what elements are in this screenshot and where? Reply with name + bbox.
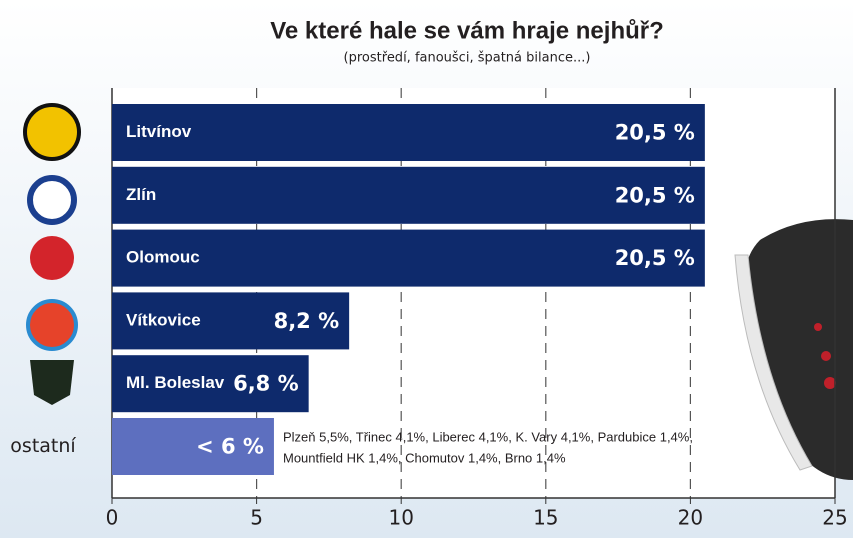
category-label: Ml. Boleslav (126, 373, 225, 392)
bar (112, 166, 705, 224)
team-logos (23, 103, 81, 405)
x-tick-label: 10 (388, 506, 413, 530)
value-label: 20,5 % (615, 121, 695, 145)
value-label: 8,2 % (274, 309, 340, 333)
annotation: Plzeň 5,5%, Třinec 4,1%, Liberec 4,1%, K… (283, 429, 693, 444)
x-tick-label: 0 (106, 506, 119, 530)
value-label: < 6 % (196, 435, 264, 459)
skate-image (734, 219, 853, 480)
value-label: 20,5 % (615, 246, 695, 270)
annotation: Mountfield HK 1,4%, Chomutov 1,4%, Brno … (283, 450, 566, 465)
x-tick-label: 5 (250, 506, 263, 530)
category-label: Litvínov (126, 122, 192, 141)
bar (112, 104, 705, 161)
category-label: Zlín (126, 185, 156, 204)
x-tick-label: 15 (533, 506, 558, 530)
x-tick-label: 25 (822, 506, 847, 530)
bar (112, 292, 350, 350)
value-label: 6,8 % (233, 372, 299, 396)
bar (112, 355, 309, 413)
chart-title: Ve které hale se vám hraje nejhůř? (270, 17, 664, 44)
category-label: Vítkovice (126, 310, 201, 329)
category-label: Olomouc (126, 248, 200, 267)
bar (112, 418, 274, 475)
value-label: 20,5 % (615, 183, 695, 207)
x-tick-label: 20 (678, 506, 703, 530)
bar (112, 229, 705, 287)
category-label: ostatní (10, 435, 76, 457)
chart-subtitle: (prostředí, fanoušci, špatná bilance...) (344, 51, 591, 66)
